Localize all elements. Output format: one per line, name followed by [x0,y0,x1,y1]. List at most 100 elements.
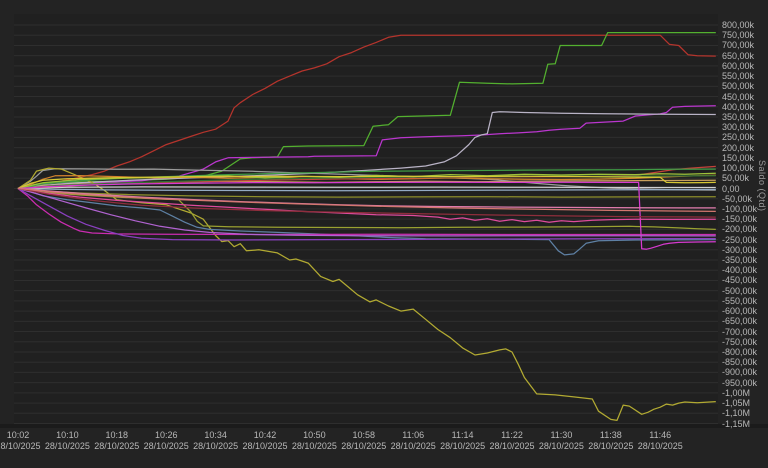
y-tick-label: -700,00k [722,326,758,337]
series-magenta-plunge-262 [17,181,716,250]
series-darkred-flat-140 [17,187,716,218]
y-tick-label: -300,00k [722,244,758,255]
x-tick-label: 10:10 28/10/2025 [35,430,99,452]
series-pink-soft-95 [17,187,716,209]
y-tick-label: -550,00k [722,295,758,306]
y-tick-label: -950,00k [722,377,758,388]
y-tick-label: 800,00k [722,20,755,31]
x-tick-label: 11:30 28/10/2025 [529,430,593,452]
series-orchid-flat-232 [17,187,716,237]
y-tick-label: -750,00k [722,336,758,347]
y-tick-label: -50,00k [722,193,753,204]
y-tick-label: -500,00k [722,285,758,296]
x-tick-time: 10:10 [56,430,79,440]
y-tick-label: -850,00k [722,357,758,368]
y-tick-label: 750,00k [722,30,755,41]
x-tick-time: 11:38 [599,430,622,440]
x-tick-label: 11:06 28/10/2025 [381,430,445,452]
y-tick-label: -1,05M [722,398,751,409]
series-red-rise-750 [17,34,716,190]
y-tick-label: 100,00k [722,163,755,174]
x-tick-date: 28/10/2025 [489,441,535,451]
series-lightsteel-flat [17,187,716,192]
x-tick-date: 28/10/2025 [440,441,486,451]
x-tick-date: 28/10/2025 [143,441,189,451]
x-tick-label: 10:50 28/10/2025 [282,430,346,452]
x-tick-label: 10:26 28/10/2025 [134,430,198,452]
y-tick-label: 150,00k [722,152,755,163]
x-tick-label: 10:58 28/10/2025 [332,430,396,452]
y-tick-label: 50,00k [722,173,750,184]
x-tick-time: 11:14 [451,430,474,440]
x-tick-date: 28/10/2025 [193,441,239,451]
y-tick-label: -1,00M [722,387,751,398]
y-tick-label: -1,10M [722,408,751,419]
series-hotpink-wander-150 [17,187,716,223]
x-tick-date: 28/10/2025 [242,441,288,451]
series-salmon-flat-112 [17,187,716,213]
series-darkyellow-fall-1.05M [17,167,716,422]
y-tick-label: 300,00k [722,122,755,133]
y-tick-label: 500,00k [722,81,755,92]
y-tick-label: 700,00k [722,40,755,51]
series-yellow-stepdown [17,175,716,190]
x-tick-time: 10:26 [154,430,178,440]
series-green-dark-62 [17,175,716,190]
x-tick-date: 28/10/2025 [588,441,634,451]
x-tick-date: 28/10/2025 [291,441,337,451]
x-tick-date: 28/10/2025 [0,441,41,451]
y-tick-label: 600,00k [722,60,755,71]
series-slate-blue-dip [17,187,716,256]
y-tick-label: -200,00k [722,224,758,235]
y-tick-label: 350,00k [722,111,755,122]
y-tick-label: 550,00k [722,71,755,82]
x-tick-time: 10:18 [105,430,129,440]
x-tick-time: 11:30 [550,430,573,440]
y-tick-label: -400,00k [722,265,758,276]
y-tick-label: -600,00k [722,306,758,317]
y-tick-label: -150,00k [722,214,758,225]
y-tick-label: -800,00k [722,346,758,357]
x-tick-time: 11:46 [649,430,672,440]
x-tick-label: 10:42 28/10/2025 [233,430,297,452]
y-tick-label: -250,00k [722,234,758,245]
series-purple-flat-245 [17,187,716,241]
x-tick-label: 11:14 28/10/2025 [431,430,495,452]
x-tick-time: 10:50 [303,430,326,440]
y-tick-label: -900,00k [722,367,758,378]
series-violet-rise-405 [17,105,716,190]
x-tick-label: 11:46 28/10/2025 [628,430,692,452]
x-tick-date: 28/10/2025 [341,441,387,451]
y-tick-label: -650,00k [722,316,758,327]
y-tick-label: 450,00k [722,91,755,102]
x-tick-label: 10:0228/10/2025 [0,430,50,452]
y-tick-label: 650,00k [722,50,755,61]
y-tick-label: 200,00k [722,142,755,153]
x-tick-label: 10:34 28/10/2025 [184,430,248,452]
x-tick-time: 10:58 [352,430,376,440]
y-axis-title: Saldo (Qtd) [757,160,767,212]
x-tick-time: 10:02 [6,430,30,440]
x-tick-date: 28/10/2025 [538,441,584,451]
plot-bottom-edge [0,424,768,428]
y-tick-label: -1,15M [722,418,751,429]
x-tick-label: 11:22 28/10/2025 [480,430,544,452]
x-tick-time: 11:06 [402,430,425,440]
x-tick-time: 10:34 [204,430,227,440]
y-tick-label: 0,00 [722,183,740,194]
y-tick-label: -100,00k [722,203,758,214]
x-tick-date: 28/10/2025 [637,441,683,451]
series-silver-flat [17,186,716,190]
y-tick-label: -450,00k [722,275,758,286]
y-tick-label: 400,00k [722,101,755,112]
series-lavender-rise-362 [17,111,716,190]
x-tick-time: 11:22 [501,430,523,440]
x-tick-label: 11:38 28/10/2025 [579,430,643,452]
x-tick-date: 28/10/2025 [94,441,140,451]
x-tick-label: 10:18 28/10/2025 [85,430,149,452]
series-magenta-flat-225 [17,188,716,236]
x-tick-time: 10:42 [253,430,277,440]
x-tick-date: 28/10/2025 [390,441,436,451]
